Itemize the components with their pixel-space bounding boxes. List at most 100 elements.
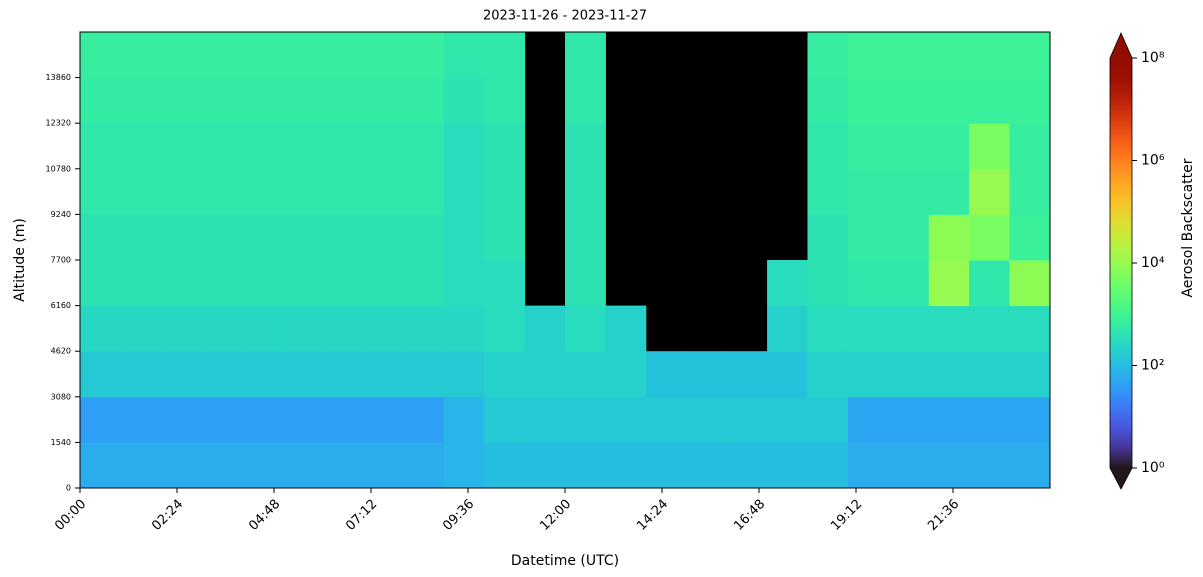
heatmap-cell	[565, 351, 606, 398]
colorbar-extend-bottom	[1110, 468, 1132, 489]
heatmap-cell	[484, 442, 526, 489]
heatmap-cell	[241, 168, 283, 215]
heatmap-cell	[565, 77, 606, 124]
heatmap-cell	[403, 442, 445, 489]
heatmap-cell	[565, 123, 606, 170]
heatmap-cell	[888, 260, 930, 307]
heatmap-cell	[322, 214, 364, 261]
heatmap-cell	[767, 260, 808, 307]
heatmap-cell	[1009, 351, 1051, 398]
x-tick-label: 02:24	[149, 497, 186, 534]
heatmap-cell	[1009, 260, 1051, 307]
heatmap-cell	[888, 168, 930, 215]
heatmap-cell	[120, 168, 162, 215]
heatmap-cell	[645, 442, 687, 489]
y-tick-label: 7700	[51, 256, 71, 265]
heatmap-cell	[120, 396, 162, 443]
heatmap-cell	[362, 396, 404, 443]
heatmap-cell	[484, 123, 526, 170]
heatmap-cell	[201, 305, 243, 352]
heatmap-cell	[160, 32, 202, 79]
heatmap-cell	[120, 305, 162, 352]
y-tick-label: 4620	[51, 347, 71, 356]
heatmap-cell	[120, 260, 162, 307]
heatmap-cell	[80, 168, 121, 215]
heatmap-cell	[160, 260, 202, 307]
heatmap-cell	[847, 442, 889, 489]
heatmap-cell	[282, 396, 323, 443]
colorbar	[1110, 58, 1132, 468]
heatmap-cell	[403, 77, 445, 124]
x-tick-label: 00:00	[52, 497, 89, 534]
heatmap-cell	[928, 32, 970, 79]
heatmap-cell	[201, 32, 243, 79]
heatmap-cell	[847, 32, 889, 79]
colorbar-tick-label: 10⁰	[1141, 460, 1165, 476]
heatmap-cell	[403, 260, 445, 307]
heatmap-cell	[928, 214, 970, 261]
heatmap-cell	[928, 168, 970, 215]
heatmap-cell	[524, 305, 566, 352]
heatmap-cell	[605, 305, 647, 352]
heatmap-cell	[1009, 123, 1051, 170]
heatmap-cell	[686, 442, 728, 489]
heatmap-cell	[645, 351, 687, 398]
heatmap-cell	[726, 442, 768, 489]
heatmap-cell	[565, 214, 606, 261]
colorbar-tick-label: 10⁶	[1141, 153, 1165, 169]
heatmap-cell	[403, 32, 445, 79]
heatmap-cell	[726, 351, 768, 398]
x-tick-label: 12:00	[537, 497, 574, 534]
heatmap-cell	[969, 260, 1011, 307]
heatmap-cell	[565, 32, 606, 79]
heatmap-cell	[888, 305, 930, 352]
heatmap-cell	[120, 351, 162, 398]
heatmap-cell	[888, 442, 930, 489]
heatmap-cell	[160, 305, 202, 352]
heatmap-cell	[241, 305, 283, 352]
heatmap-cell	[120, 77, 162, 124]
x-tick-label: 21:36	[925, 497, 962, 534]
heatmap-cell	[201, 123, 243, 170]
heatmap-cell	[605, 396, 647, 443]
heatmap-cell	[807, 123, 849, 170]
chart-title: 2023-11-26 - 2023-11-27	[483, 9, 647, 24]
heatmap-cell	[565, 442, 606, 489]
y-tick-label: 13860	[46, 73, 71, 82]
heatmap-cell	[403, 351, 445, 398]
heatmap-cell	[443, 305, 485, 352]
heatmap-cell	[443, 214, 485, 261]
heatmap-cell	[443, 168, 485, 215]
heatmap-cell	[160, 214, 202, 261]
heatmap-cell	[484, 351, 526, 398]
heatmap-cell	[969, 77, 1011, 124]
heatmap-cell	[807, 442, 849, 489]
heatmap-cell	[767, 305, 808, 352]
heatmap-cell	[524, 351, 566, 398]
heatmap-cell	[282, 351, 323, 398]
colorbar-extend-top	[1110, 33, 1132, 58]
heatmap-cell	[443, 77, 485, 124]
heatmap-cell	[362, 260, 404, 307]
heatmap-cell	[403, 214, 445, 261]
heatmap-cell	[969, 351, 1011, 398]
heatmap-cell	[888, 123, 930, 170]
y-tick-label: 6160	[51, 301, 71, 310]
heatmap-cell	[807, 214, 849, 261]
heatmap-cell	[403, 168, 445, 215]
heatmap-cell	[484, 214, 526, 261]
heatmap-cell	[807, 351, 849, 398]
y-tick-label: 9240	[51, 210, 71, 219]
heatmap-cell	[201, 168, 243, 215]
heatmap-cell	[969, 123, 1011, 170]
x-tick-label: 09:36	[440, 497, 477, 534]
heatmap-cell	[969, 32, 1011, 79]
x-tick-label: 14:24	[634, 497, 671, 534]
heatmap-cell	[969, 168, 1011, 215]
heatmap-cell	[80, 32, 121, 79]
heatmap-cell	[888, 77, 930, 124]
heatmap-cell	[969, 442, 1011, 489]
heatmap-cell	[322, 260, 364, 307]
heatmap-cell	[847, 123, 889, 170]
